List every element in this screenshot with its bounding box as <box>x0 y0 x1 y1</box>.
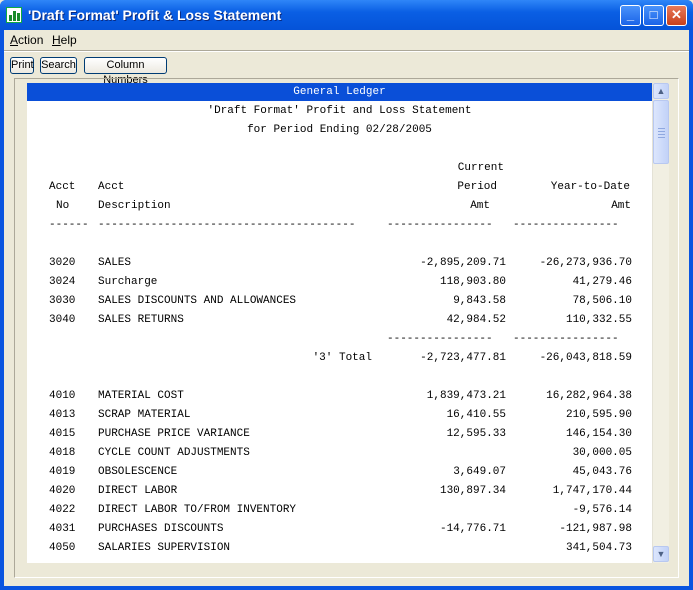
cell-desc: PURCHASES DISCOUNTS <box>98 523 224 535</box>
cell-desc: SALES RETURNS <box>98 314 184 326</box>
cell-desc: MATERIAL COST <box>98 390 184 402</box>
total-ytd: -26,043,818.59 <box>539 352 632 364</box>
cell-desc: CYCLE COUNT ADJUSTMENTS <box>98 447 250 459</box>
cell-cur: 130,897.34 <box>439 485 506 497</box>
dash-ytd: ---------------- <box>513 219 619 231</box>
cell-ytd: 1,747,170.44 <box>552 485 632 497</box>
print-button[interactable]: Print <box>10 57 34 74</box>
cell-cur: 9,843.58 <box>453 295 506 307</box>
vertical-scrollbar[interactable]: ▲ ▼ <box>652 83 669 563</box>
cell-ytd: 146,154.30 <box>565 428 632 440</box>
cell-desc: Surcharge <box>98 276 158 288</box>
cell-cur: -2,895,209.71 <box>420 257 506 269</box>
subtotal-dash-cur: ---------------- <box>387 333 493 345</box>
total-current: -2,723,477.81 <box>420 352 506 364</box>
cell-acct: 4015 <box>49 428 76 440</box>
cell-ytd: -121,987.98 <box>559 523 632 535</box>
maximize-button[interactable]: □ <box>643 5 664 26</box>
menu-help[interactable]: Help <box>52 33 77 47</box>
scroll-thumb[interactable] <box>653 100 669 164</box>
cell-acct: 4020 <box>49 485 76 497</box>
scroll-down-icon[interactable]: ▼ <box>653 546 669 562</box>
dash-cur: ---------------- <box>387 219 493 231</box>
col-acct-head-2: No <box>56 200 70 212</box>
cell-acct: 4019 <box>49 466 76 478</box>
client-area: Action Help Print Search Column Numbers … <box>4 30 689 586</box>
cell-acct: 4022 <box>49 504 76 516</box>
cell-acct: 3030 <box>49 295 76 307</box>
cell-acct: 4018 <box>49 447 76 459</box>
report-title: 'Draft Format' Profit and Loss Statement <box>207 105 472 117</box>
cell-cur: 3,649.07 <box>453 466 506 478</box>
cell-ytd: 341,504.73 <box>565 542 632 554</box>
col-current-top: Current <box>457 162 504 174</box>
cell-acct: 3024 <box>49 276 76 288</box>
cell-desc: SALES DISCOUNTS AND ALLOWANCES <box>98 295 297 307</box>
app-icon <box>6 7 22 23</box>
cell-acct: 3020 <box>49 257 76 269</box>
col-period-head: Period <box>457 181 497 193</box>
cell-cur: 16,410.55 <box>446 409 506 421</box>
menu-bar: Action Help <box>4 30 689 50</box>
col-acct-head-1: Acct <box>49 181 76 193</box>
cell-desc: PURCHASE PRICE VARIANCE <box>98 428 250 440</box>
cell-desc: SALES <box>98 257 132 269</box>
cell-acct: 3040 <box>49 314 76 326</box>
cell-cur: 12,595.33 <box>446 428 506 440</box>
col-ytd-head: Year-to-Date <box>550 181 630 193</box>
column-numbers-button[interactable]: Column Numbers <box>84 57 167 86</box>
cell-ytd: 16,282,964.38 <box>546 390 632 402</box>
cell-acct: 4031 <box>49 523 76 535</box>
cell-ytd: 45,043.76 <box>572 466 632 478</box>
report-subtitle: for Period Ending 02/28/2005 <box>247 124 432 136</box>
dash-desc: --------------------------------------- <box>98 219 356 231</box>
scroll-up-icon[interactable]: ▲ <box>653 83 669 99</box>
report-frame <box>14 78 679 578</box>
cell-ytd: 78,506.10 <box>572 295 632 307</box>
col-amt-head: Amt <box>470 200 490 212</box>
cell-acct: 4010 <box>49 390 76 402</box>
cell-cur: -14,776.71 <box>439 523 506 535</box>
title-bar[interactable]: 'Draft Format' Profit & Loss Statement _… <box>0 0 693 30</box>
subtotal-dash-ytd: ---------------- <box>513 333 619 345</box>
total-label: '3' Total <box>312 352 372 364</box>
cell-cur: 42,984.52 <box>446 314 506 326</box>
cell-acct: 4013 <box>49 409 76 421</box>
cell-acct: 4050 <box>49 542 76 554</box>
cell-ytd: -9,576.14 <box>572 504 632 516</box>
dash-acct: ------ <box>49 219 89 231</box>
cell-desc: SCRAP MATERIAL <box>98 409 191 421</box>
search-button[interactable]: Search <box>40 57 77 74</box>
cell-ytd: 210,595.90 <box>565 409 632 421</box>
window-title: 'Draft Format' Profit & Loss Statement <box>28 7 282 23</box>
minimize-button[interactable]: _ <box>620 5 641 26</box>
cell-ytd: 110,332.55 <box>565 314 632 326</box>
cell-desc: SALARIES SUPERVISION <box>98 542 231 554</box>
col-ytd-amt-head: Amt <box>611 200 631 212</box>
cell-cur: 118,903.80 <box>439 276 506 288</box>
cell-ytd: 30,000.05 <box>572 447 632 459</box>
cell-cur: 1,839,473.21 <box>426 390 506 402</box>
col-desc-head-1: Acct <box>98 181 125 193</box>
cell-desc: DIRECT LABOR <box>98 485 178 497</box>
col-desc-head-2: Description <box>98 200 171 212</box>
report-view[interactable]: General Ledger 'Draft Format' Profit and… <box>27 83 652 563</box>
menu-action[interactable]: Action <box>10 33 44 47</box>
close-button[interactable]: ✕ <box>666 5 687 26</box>
menu-separator <box>4 50 689 52</box>
cell-ytd: -26,273,936.70 <box>539 257 632 269</box>
cell-desc: OBSOLESCENCE <box>98 466 178 478</box>
cell-ytd: 41,279.46 <box>572 276 632 288</box>
cell-desc: DIRECT LABOR TO/FROM INVENTORY <box>98 504 297 516</box>
report-header: General Ledger <box>27 83 652 101</box>
